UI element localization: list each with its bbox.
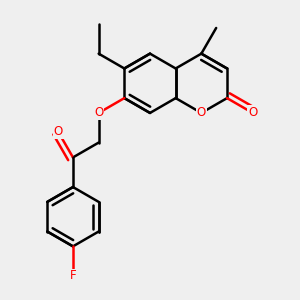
Text: F: F bbox=[70, 269, 76, 283]
Text: O: O bbox=[197, 106, 206, 119]
Text: O: O bbox=[248, 106, 257, 119]
Text: O: O bbox=[53, 125, 63, 138]
Text: O: O bbox=[94, 106, 103, 119]
